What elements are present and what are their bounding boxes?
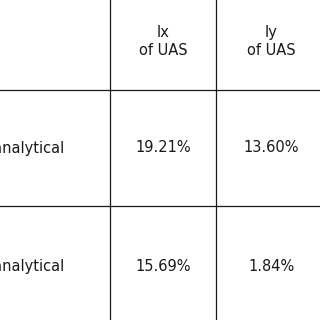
Text: Actual
experiment/analytical
prediction: Actual experiment/analytical prediction xyxy=(0,242,64,291)
Text: Previous
experiment/analytical
prediction: Previous experiment/analytical predictio… xyxy=(0,123,64,173)
Text: 19.21%: 19.21% xyxy=(135,140,191,156)
Text: 1.84%: 1.84% xyxy=(248,259,294,274)
Text: Iy
of UAS: Iy of UAS xyxy=(247,25,295,58)
Text: 13.60%: 13.60% xyxy=(244,140,299,156)
Text: Ix
of UAS: Ix of UAS xyxy=(139,25,188,58)
Text: 15.69%: 15.69% xyxy=(135,259,191,274)
